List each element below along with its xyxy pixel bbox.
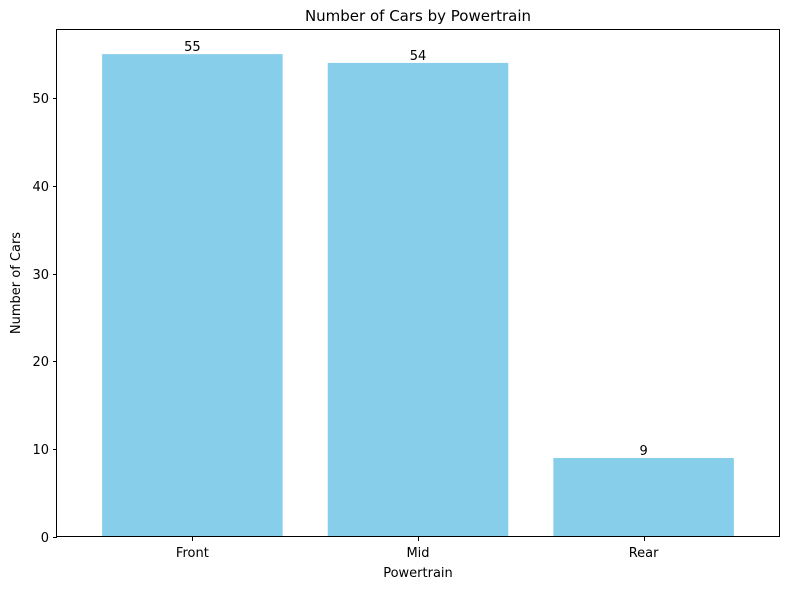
y-tick-label-10: 10 — [32, 443, 49, 458]
plot-frame — [56, 29, 780, 537]
y-axis: 0 10 20 30 40 50 — [32, 92, 57, 546]
y-tick-label-30: 30 — [32, 268, 49, 283]
bar-front — [102, 54, 283, 538]
bar-value-label-rear: 9 — [639, 444, 647, 459]
bar-value-label-front: 55 — [184, 40, 201, 55]
x-axis-label: Powertrain — [383, 566, 453, 581]
y-tick-label-20: 20 — [32, 355, 49, 370]
bar-labels: 55 54 9 — [184, 40, 648, 459]
y-axis-label: Number of Cars — [9, 232, 24, 334]
bar-mid — [327, 62, 509, 537]
chart-title: Number of Cars by Powertrain — [305, 7, 531, 25]
y-tick-label-50: 50 — [32, 92, 49, 107]
x-tick-label-mid: Mid — [406, 546, 429, 561]
x-tick-label-rear: Rear — [629, 546, 659, 561]
bar-rear — [553, 457, 734, 537]
bars — [102, 54, 734, 538]
x-axis: Front Mid Rear — [176, 537, 659, 561]
y-tick-label-40: 40 — [32, 180, 49, 195]
bar-value-label-mid: 54 — [410, 49, 427, 64]
y-tick-label-0: 0 — [41, 531, 49, 546]
x-tick-label-front: Front — [176, 546, 209, 561]
